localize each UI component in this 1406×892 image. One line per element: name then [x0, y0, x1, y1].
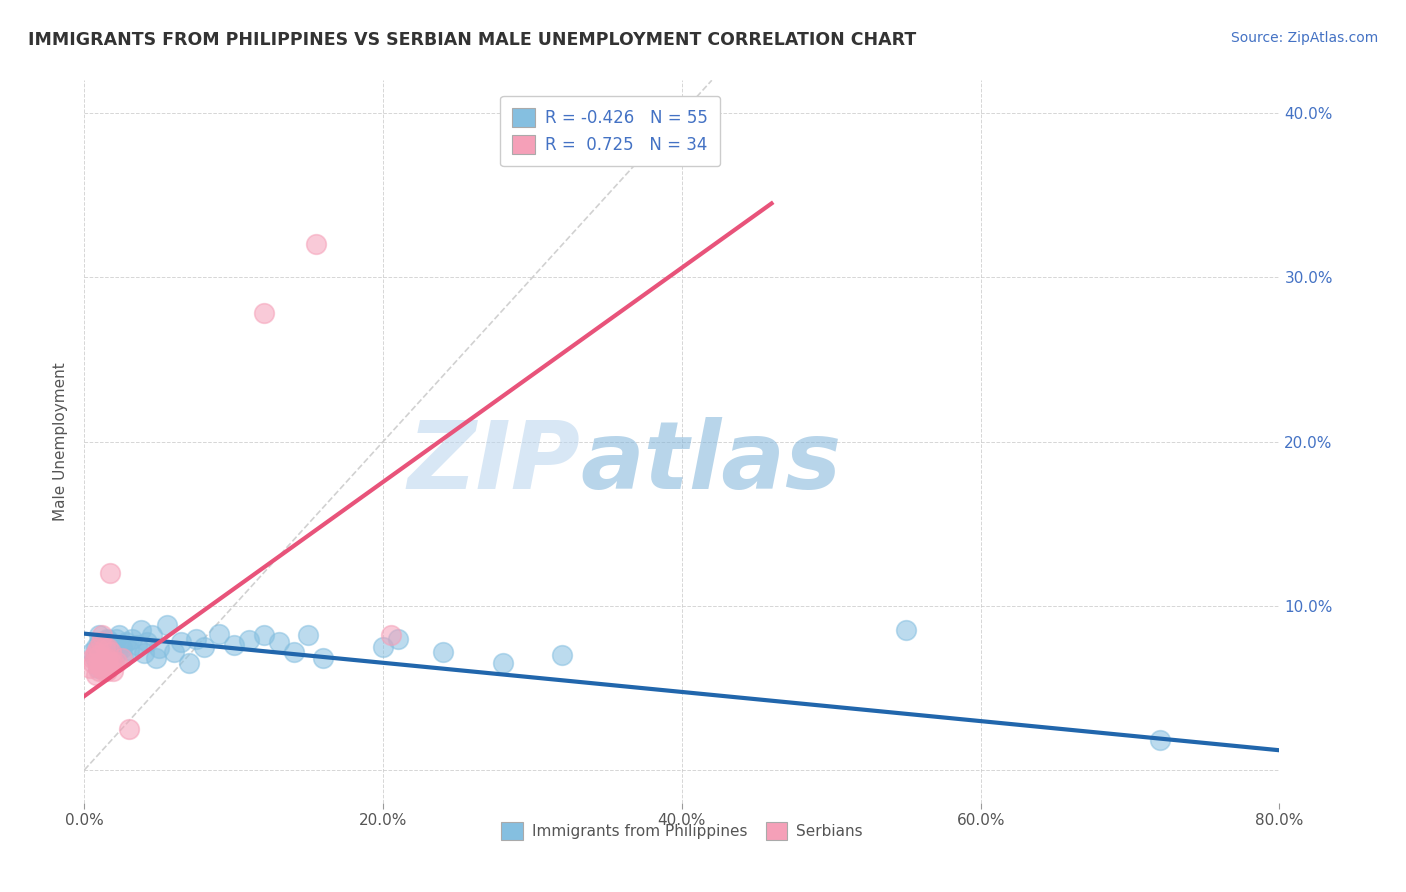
Point	[93, 651, 115, 665]
Point	[100, 636, 122, 650]
Point	[96, 665, 118, 679]
Point	[492, 657, 515, 671]
Point	[80, 651, 103, 665]
Point	[297, 628, 319, 642]
Point	[432, 645, 454, 659]
Point	[103, 657, 125, 671]
Point	[79, 661, 101, 675]
Point	[305, 237, 328, 252]
Point	[551, 648, 574, 662]
Point	[141, 628, 163, 642]
Point	[91, 655, 114, 669]
Point	[89, 665, 111, 679]
Point	[894, 624, 917, 638]
Point	[90, 661, 112, 675]
Point	[238, 633, 260, 648]
Point	[186, 632, 208, 646]
Point	[96, 632, 118, 646]
Point	[93, 646, 115, 660]
Text: atlas: atlas	[581, 417, 842, 509]
Point	[100, 645, 122, 659]
Point	[97, 643, 120, 657]
Point	[208, 626, 231, 640]
Point	[103, 640, 125, 654]
Text: Source: ZipAtlas.com: Source: ZipAtlas.com	[1230, 31, 1378, 45]
Point	[94, 657, 117, 672]
Point	[111, 641, 134, 656]
Point	[90, 648, 112, 662]
Point	[91, 657, 114, 671]
Point	[98, 566, 121, 580]
Point	[83, 651, 105, 665]
Point	[87, 657, 110, 672]
Point	[121, 632, 143, 646]
Point	[105, 655, 128, 669]
Point	[267, 635, 290, 649]
Text: IMMIGRANTS FROM PHILIPPINES VS SERBIAN MALE UNEMPLOYMENT CORRELATION CHART: IMMIGRANTS FROM PHILIPPINES VS SERBIAN M…	[28, 31, 917, 49]
Point	[136, 635, 159, 649]
Point	[93, 665, 115, 679]
Point	[89, 635, 111, 649]
Point	[105, 646, 128, 660]
Point	[86, 640, 108, 654]
Point	[89, 657, 111, 671]
Legend: Immigrants from Philippines, Serbians: Immigrants from Philippines, Serbians	[495, 816, 869, 846]
Point	[100, 655, 122, 669]
Point	[253, 628, 276, 642]
Point	[111, 651, 134, 665]
Point	[163, 645, 186, 659]
Point	[96, 651, 118, 665]
Point	[82, 657, 104, 671]
Point	[91, 641, 114, 656]
Point	[97, 633, 120, 648]
Point	[83, 648, 105, 662]
Point	[86, 667, 108, 681]
Point	[89, 648, 111, 662]
Point	[89, 628, 111, 642]
Point	[115, 635, 138, 649]
Point	[101, 645, 124, 659]
Point	[125, 638, 148, 652]
Point	[1149, 733, 1171, 747]
Point	[312, 651, 335, 665]
Point	[222, 638, 245, 652]
Point	[155, 618, 177, 632]
Point	[129, 624, 152, 638]
Point	[86, 645, 108, 659]
Point	[101, 665, 124, 679]
Point	[145, 651, 167, 665]
Point	[148, 641, 170, 656]
Point	[132, 646, 156, 660]
Point	[107, 628, 129, 642]
Point	[170, 635, 193, 649]
Point	[380, 628, 402, 642]
Point	[387, 632, 409, 646]
Point	[91, 628, 114, 642]
Text: ZIP: ZIP	[408, 417, 581, 509]
Point	[193, 640, 215, 654]
Point	[98, 651, 121, 665]
Point	[96, 638, 118, 652]
Point	[118, 722, 141, 736]
Point	[177, 657, 200, 671]
Point	[283, 645, 305, 659]
Point	[97, 657, 120, 671]
Point	[104, 632, 127, 646]
Point	[87, 641, 110, 656]
Point	[118, 643, 141, 657]
Y-axis label: Male Unemployment: Male Unemployment	[53, 362, 69, 521]
Point	[90, 635, 112, 649]
Point	[94, 649, 117, 664]
Point	[373, 640, 395, 654]
Point	[94, 640, 117, 654]
Point	[112, 649, 135, 664]
Point	[97, 641, 120, 656]
Point	[87, 661, 110, 675]
Point	[253, 306, 276, 320]
Point	[80, 645, 103, 659]
